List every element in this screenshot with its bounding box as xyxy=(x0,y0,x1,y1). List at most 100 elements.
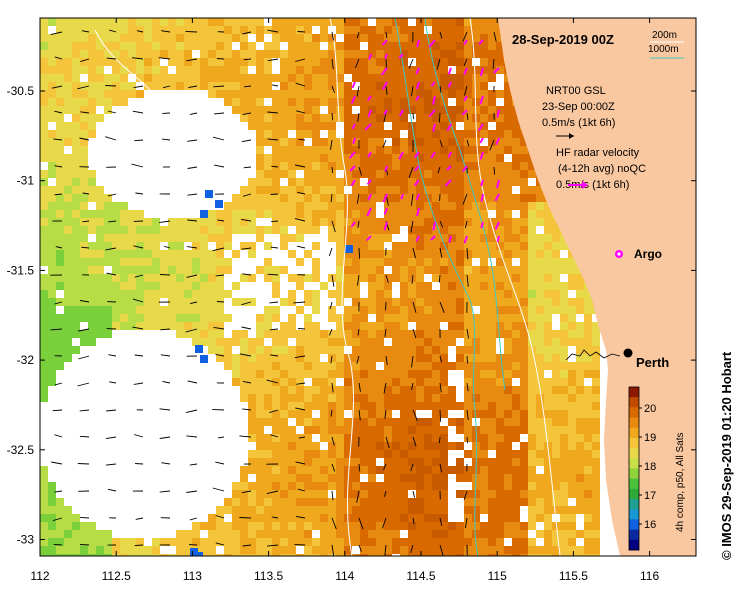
sst-cell xyxy=(456,346,464,354)
sst-cell xyxy=(256,522,264,530)
sst-cell xyxy=(128,266,136,274)
sst-cell xyxy=(528,298,536,306)
model-arrow xyxy=(79,300,90,303)
sst-cell xyxy=(536,282,544,290)
sst-cell xyxy=(336,498,344,506)
sst-cell xyxy=(232,506,240,514)
sst-cell xyxy=(328,362,336,370)
sst-cell xyxy=(112,98,120,106)
sst-cell xyxy=(296,514,304,522)
sst-cell xyxy=(456,218,464,226)
sst-cell xyxy=(400,306,408,314)
sst-cell xyxy=(248,490,256,498)
sst-cell xyxy=(392,378,400,386)
sst-cell xyxy=(48,538,56,546)
sst-cell xyxy=(304,370,312,378)
sst-cell xyxy=(288,458,296,466)
sst-cell xyxy=(408,282,416,290)
sst-cell xyxy=(424,82,432,90)
sst-cell xyxy=(392,114,400,122)
sst-cell xyxy=(384,394,392,402)
sst-cell xyxy=(344,226,352,234)
sst-cell xyxy=(328,154,336,162)
sst-cell xyxy=(592,546,600,554)
sst-cell xyxy=(264,194,272,202)
model-arrow xyxy=(241,218,252,222)
sst-cell xyxy=(304,466,312,474)
sst-cell xyxy=(576,450,584,458)
sst-cell xyxy=(272,426,280,434)
sst-cell xyxy=(344,554,352,556)
sst-cell xyxy=(544,538,552,546)
sst-cell xyxy=(512,370,520,378)
sst-cell xyxy=(336,546,344,554)
sst-cell xyxy=(264,506,272,514)
sst-cell xyxy=(520,250,528,258)
sst-cell xyxy=(504,234,512,242)
sst-cell xyxy=(536,218,544,226)
sst-cell xyxy=(504,258,512,266)
model-arrow xyxy=(79,409,90,412)
sst-cell xyxy=(368,306,376,314)
sst-cell xyxy=(456,210,464,218)
sst-cell xyxy=(56,522,64,530)
sst-cell xyxy=(416,178,424,186)
sst-cell xyxy=(376,346,384,354)
sst-cell xyxy=(320,162,328,170)
radar-arrow xyxy=(428,109,436,118)
sst-cell xyxy=(352,202,360,210)
sst-cell xyxy=(456,250,464,258)
model-arrow xyxy=(383,112,387,123)
sst-cell xyxy=(336,266,344,274)
sst-cell xyxy=(80,162,88,170)
radar-arrow xyxy=(382,193,388,203)
sst-cell xyxy=(136,250,144,258)
model-arrow xyxy=(213,326,225,330)
sst-cell xyxy=(512,306,520,314)
sst-cell xyxy=(416,26,424,34)
sst-cell xyxy=(432,34,440,42)
sst-cell xyxy=(168,26,176,34)
sst-cell xyxy=(352,458,360,466)
sst-cell xyxy=(456,26,464,34)
sst-cell xyxy=(408,138,416,146)
sst-cell xyxy=(376,450,384,458)
sst-cell xyxy=(536,426,544,434)
sst-cell xyxy=(576,554,584,556)
radar-arrow xyxy=(444,179,452,187)
sst-cell xyxy=(248,114,256,122)
model-arrow xyxy=(358,517,364,530)
sst-cell xyxy=(576,298,584,306)
sst-cell xyxy=(448,130,456,138)
sst-cell xyxy=(512,250,520,258)
sst-cell xyxy=(344,426,352,434)
sst-cell xyxy=(312,394,320,402)
sst-cell xyxy=(536,402,544,410)
sst-cell xyxy=(464,162,472,170)
sst-cell xyxy=(360,498,368,506)
sst-cell xyxy=(368,410,376,418)
sst-cell xyxy=(344,130,352,138)
sst-cell xyxy=(416,266,424,274)
sst-cell xyxy=(208,18,216,26)
sst-cell xyxy=(552,306,560,314)
sst-cell xyxy=(408,178,416,186)
colorbar-segment xyxy=(629,448,639,459)
sst-cell xyxy=(272,186,280,194)
sst-cell xyxy=(584,546,592,554)
sst-cell xyxy=(48,330,56,338)
sst-cell xyxy=(40,218,48,226)
sst-cell xyxy=(392,218,400,226)
sst-cell xyxy=(128,58,136,66)
sst-cell xyxy=(256,98,264,106)
sst-cell xyxy=(168,314,176,322)
sst-cell xyxy=(48,258,56,266)
sst-cell xyxy=(408,514,416,522)
sst-cell xyxy=(592,466,600,474)
sst-cell xyxy=(488,506,496,514)
sst-cell xyxy=(512,226,520,234)
sst-cell xyxy=(568,506,576,514)
sst-cell xyxy=(312,330,320,338)
sst-cell xyxy=(264,154,272,162)
sst-cell xyxy=(224,218,232,226)
